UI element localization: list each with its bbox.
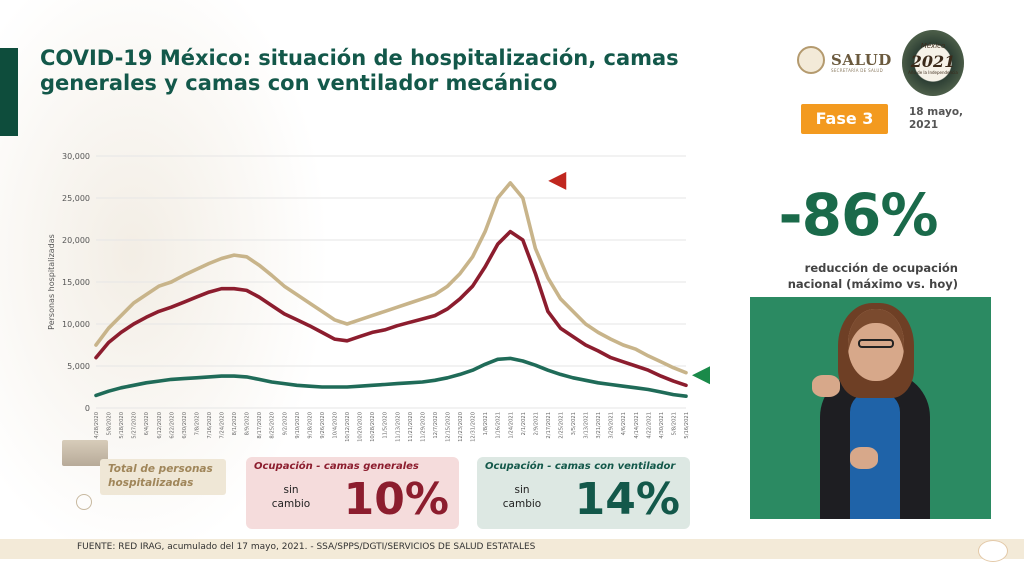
series-line-0: [94, 181, 688, 375]
footer-source: FUENTE: RED IRAG, acumulado del 17 mayo,…: [0, 539, 1024, 559]
x-tick-label: 3/29/2021: [609, 412, 615, 439]
x-tick-label: 7/24/2020: [220, 412, 226, 439]
y-tick-label: 30,000: [62, 152, 90, 161]
reduction-kpi-label: reducción de ocupación nacional (máximo …: [787, 261, 958, 291]
x-tick-label: 12/31/2020: [471, 412, 477, 442]
x-tick-label: 11/5/2020: [383, 412, 389, 439]
x-tick-label: 3/13/2021: [584, 412, 590, 439]
reduction-kpi: -86%: [778, 181, 939, 249]
y-tick-label: 10,000: [62, 320, 90, 329]
x-tick-label: 5/27/2020: [132, 412, 138, 439]
logo-2021-year: 2021: [910, 52, 956, 71]
x-tick-label: 4/28/2020: [94, 412, 100, 439]
accent-bar: [0, 48, 18, 136]
series-line-1: [94, 229, 688, 388]
x-tick-label: 7/16/2020: [207, 412, 213, 439]
y-tick-label: 0: [85, 404, 90, 413]
x-tick-label: 1/16/2021: [496, 412, 502, 439]
x-tick-label: 8/17/2020: [257, 412, 263, 439]
x-tick-label: 6/22/2020: [169, 412, 175, 439]
interpreter-head: [848, 309, 904, 381]
salud-logo-subtext: SECRETARÍA DE SALUD: [831, 68, 883, 73]
card-general-value: 10%: [343, 474, 449, 525]
x-tick-label: 7/8/2020: [194, 412, 200, 435]
salud-seal-icon: [797, 46, 825, 74]
x-tick-label: 4/30/2021: [659, 412, 665, 439]
card-general-title: Ocupación - camas generales: [254, 461, 419, 472]
phase-badge: Fase 3: [801, 104, 888, 134]
interpreter-glasses: [858, 339, 894, 348]
x-tick-label: 9/18/2020: [307, 412, 313, 439]
x-tick-label: 5/18/2020: [119, 412, 125, 439]
y-tick-label: 25,000: [62, 194, 90, 203]
report-date: 18 mayo, 2021: [909, 106, 964, 131]
x-tick-label: 9/26/2020: [320, 412, 326, 439]
x-tick-label: 10/12/2020: [345, 412, 351, 442]
x-tick-label: 3/5/2021: [571, 412, 577, 435]
x-tick-label: 1/24/2021: [508, 412, 514, 439]
footer-logo: [978, 540, 1008, 562]
x-tick-label: 10/4/2020: [333, 412, 339, 439]
legend-total: Total de personas hospitalizadas: [100, 459, 226, 495]
x-tick-label: 12/7/2020: [433, 412, 439, 439]
y-tick-label: 5,000: [67, 362, 90, 371]
x-tick-label: 12/23/2020: [458, 412, 464, 442]
x-tick-label: 4/22/2021: [646, 412, 652, 439]
x-tick-label: 10/20/2020: [358, 412, 364, 442]
card-general-beds: Ocupación - camas generales sin cambio 1…: [246, 457, 459, 529]
x-tick-label: 6/30/2020: [182, 412, 188, 439]
logo-2021-top: México: [920, 42, 946, 50]
x-tick-label: 5/16/2021: [684, 412, 690, 439]
sign-language-interpreter-video: [750, 297, 991, 519]
x-tick-label: 2/17/2021: [546, 412, 552, 439]
x-tick-label: 4/14/2021: [634, 412, 640, 439]
card-ventilator-beds: Ocupación - camas con ventilador sin cam…: [477, 457, 690, 529]
x-tick-label: 11/29/2020: [420, 412, 426, 442]
x-tick-label: 2/9/2021: [533, 412, 539, 435]
logo-2021-sub: Año de la Independencia: [908, 70, 958, 75]
x-tick-label: 2/25/2021: [558, 412, 564, 439]
y-tick-label: 20,000: [62, 236, 90, 245]
card-ventilator-value: 14%: [574, 474, 680, 525]
series-line-2: [94, 356, 688, 399]
peak-marker-icon: [548, 171, 567, 190]
x-tick-label: 4/6/2021: [621, 412, 627, 435]
x-tick-label: 3/21/2021: [596, 412, 602, 439]
x-tick-label: 9/2/2020: [282, 412, 288, 435]
legend-total-label: Total de personas hospitalizadas: [108, 463, 213, 489]
x-tick-label: 12/15/2020: [445, 412, 451, 442]
y-axis-label: Personas hospitalizadas: [47, 234, 56, 330]
seal-icon: [76, 494, 92, 510]
card-ventilator-status: sin cambio: [502, 484, 542, 510]
current-marker-icon: [692, 366, 710, 385]
x-tick-label: 6/4/2020: [144, 412, 150, 435]
x-tick-label: 6/12/2020: [157, 412, 163, 439]
x-tick-label: 5/8/2020: [107, 412, 113, 435]
footer-source-text: FUENTE: RED IRAG, acumulado del 17 mayo,…: [77, 542, 536, 552]
interpreter-hand-right: [850, 447, 878, 469]
x-tick-label: 8/1/2020: [232, 412, 238, 435]
x-tick-label: 9/10/2020: [295, 412, 301, 439]
page-title: COVID-19 México: situación de hospitaliz…: [40, 46, 679, 95]
salud-logo: SALUD SECRETARÍA DE SALUD: [797, 46, 892, 74]
y-tick-label: 15,000: [62, 278, 90, 287]
x-tick-label: 5/8/2021: [671, 412, 677, 435]
card-general-status: sin cambio: [271, 484, 311, 510]
x-tick-label: 10/28/2020: [370, 412, 376, 442]
x-tick-label: 11/13/2020: [395, 412, 401, 442]
mexico-2021-logo: México 2021 Año de la Independencia: [902, 30, 964, 96]
x-tick-label: 8/25/2020: [270, 412, 276, 439]
interpreter-hand-left: [812, 375, 840, 397]
salud-logo-text: SALUD: [831, 51, 892, 69]
x-tick-label: 8/9/2020: [245, 412, 251, 435]
x-tick-label: 2/1/2021: [521, 412, 527, 435]
x-tick-label: 11/21/2020: [408, 412, 414, 442]
x-tick-label: 1/8/2021: [483, 412, 489, 435]
card-ventilator-title: Ocupación - camas con ventilador: [485, 461, 676, 472]
